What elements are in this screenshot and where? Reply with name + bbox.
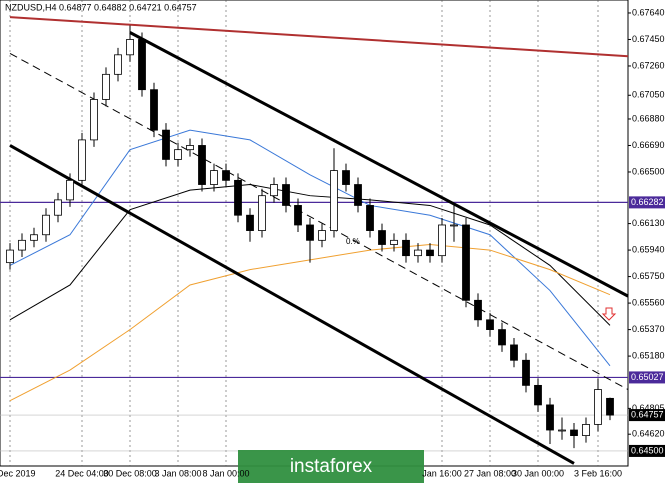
candle-body — [498, 329, 506, 346]
candle-body — [18, 239, 26, 251]
candle-body — [330, 170, 338, 231]
candle-body — [234, 179, 242, 216]
candle-body — [246, 214, 254, 231]
candle-body — [570, 429, 578, 436]
price-label-box — [629, 444, 665, 457]
candle-body — [126, 39, 134, 56]
candle-body — [138, 39, 146, 91]
plot: 0.% — [0, 16, 629, 465]
y-tick-label: 0.64805 — [632, 403, 665, 413]
candle-body — [414, 249, 422, 257]
candle-body — [174, 149, 182, 160]
y-tick-label: 0.65180 — [632, 350, 665, 360]
watermark: instaforex — [290, 456, 373, 477]
candle-body — [6, 249, 14, 264]
y-tick-label: 0.65560 — [632, 297, 665, 307]
candle-body — [558, 429, 566, 432]
trendline — [9, 52, 629, 391]
candle-body — [186, 145, 194, 151]
candle-body — [54, 199, 62, 216]
x-tick-label: 30 Jan 00:00 — [512, 468, 564, 478]
candle-body — [510, 344, 518, 361]
candle-body — [150, 89, 158, 131]
candle-body — [522, 359, 530, 386]
trendline — [129, 31, 629, 298]
price-label-box — [629, 371, 665, 384]
x-tick-label: 3 Feb 16:00 — [574, 468, 622, 478]
candle-body — [426, 249, 434, 257]
y-tick-label: 0.67260 — [632, 60, 665, 70]
candle-body — [294, 205, 302, 226]
candle-body — [42, 214, 50, 236]
x-tick-label: 3 Jan 08:00 — [154, 468, 201, 478]
x-tick-label: 24 Dec 04:00 — [55, 468, 109, 478]
candle-body — [318, 230, 326, 241]
candle-body — [366, 205, 374, 231]
x-tick-label: 27 Jan 08:00 — [464, 468, 516, 478]
y-tick-label: 0.67450 — [632, 34, 665, 44]
candle-body — [78, 139, 86, 181]
candle-body — [258, 195, 266, 231]
price-label: 0.64757 — [631, 409, 664, 419]
candle-body — [474, 299, 482, 321]
candle-body — [270, 184, 278, 197]
candle-body — [342, 170, 350, 185]
x-tick-label: Jan 16:00 — [422, 468, 462, 478]
candle-body — [306, 224, 314, 241]
moving-average — [9, 184, 611, 326]
candle-body — [90, 99, 98, 141]
candle-body — [438, 224, 446, 257]
watermark-box — [238, 450, 424, 483]
candle-body — [390, 239, 398, 245]
candle-body — [354, 184, 362, 206]
y-tick-label: 0.67050 — [632, 90, 665, 100]
price-label: 0.64500 — [631, 445, 664, 455]
annotation: 0.% — [346, 237, 360, 246]
candle-body — [546, 404, 554, 431]
candle-body — [450, 224, 458, 227]
x-tick-label: 30 Dec 08:00 — [103, 468, 157, 478]
candle-body — [402, 239, 410, 257]
price-label: 0.65027 — [631, 372, 664, 382]
y-tick-label: 0.66130 — [632, 218, 665, 228]
candle-body — [378, 230, 386, 245]
chart-title: NZDUSD,H4 0.64877 0.64882 0.64721 0.6475… — [5, 2, 197, 12]
trendline — [9, 16, 629, 58]
y-tick-label: 0.67640 — [632, 7, 665, 17]
trendline — [9, 144, 575, 465]
x-tick-label: 8 Jan 00:00 — [202, 468, 249, 478]
candle-body — [66, 179, 74, 201]
candle-body — [282, 184, 290, 206]
candle-body — [486, 319, 494, 330]
x-tick-label: 19 Dec 2019 — [0, 468, 36, 478]
y-tick-label: 0.65750 — [632, 271, 665, 281]
candle-body — [222, 170, 230, 181]
candle-body — [198, 145, 206, 185]
y-tick-label: 0.65370 — [632, 324, 665, 334]
y-tick-label: 0.65940 — [632, 244, 665, 254]
candle-body — [102, 73, 110, 100]
price-label-box — [629, 196, 665, 209]
y-tick-label: 0.66880 — [632, 113, 665, 123]
candle-body — [114, 54, 122, 75]
candle-body — [606, 397, 614, 416]
price-label: 0.66282 — [631, 197, 664, 207]
candle-body — [210, 170, 218, 185]
y-tick-label: 0.66690 — [632, 140, 665, 150]
candle-body — [582, 424, 590, 436]
moving-average — [9, 129, 611, 367]
down-arrow-icon — [601, 307, 617, 321]
candle-body — [30, 234, 38, 241]
plot-frame — [0, 0, 629, 467]
candle-body — [462, 224, 470, 301]
y-tick-label: 0.66500 — [632, 166, 665, 176]
price-label-box — [629, 409, 665, 422]
candle-body — [162, 129, 170, 160]
candle-body — [594, 389, 602, 425]
y-tick-label: 0.64620 — [632, 429, 665, 439]
candle-body — [534, 384, 542, 406]
